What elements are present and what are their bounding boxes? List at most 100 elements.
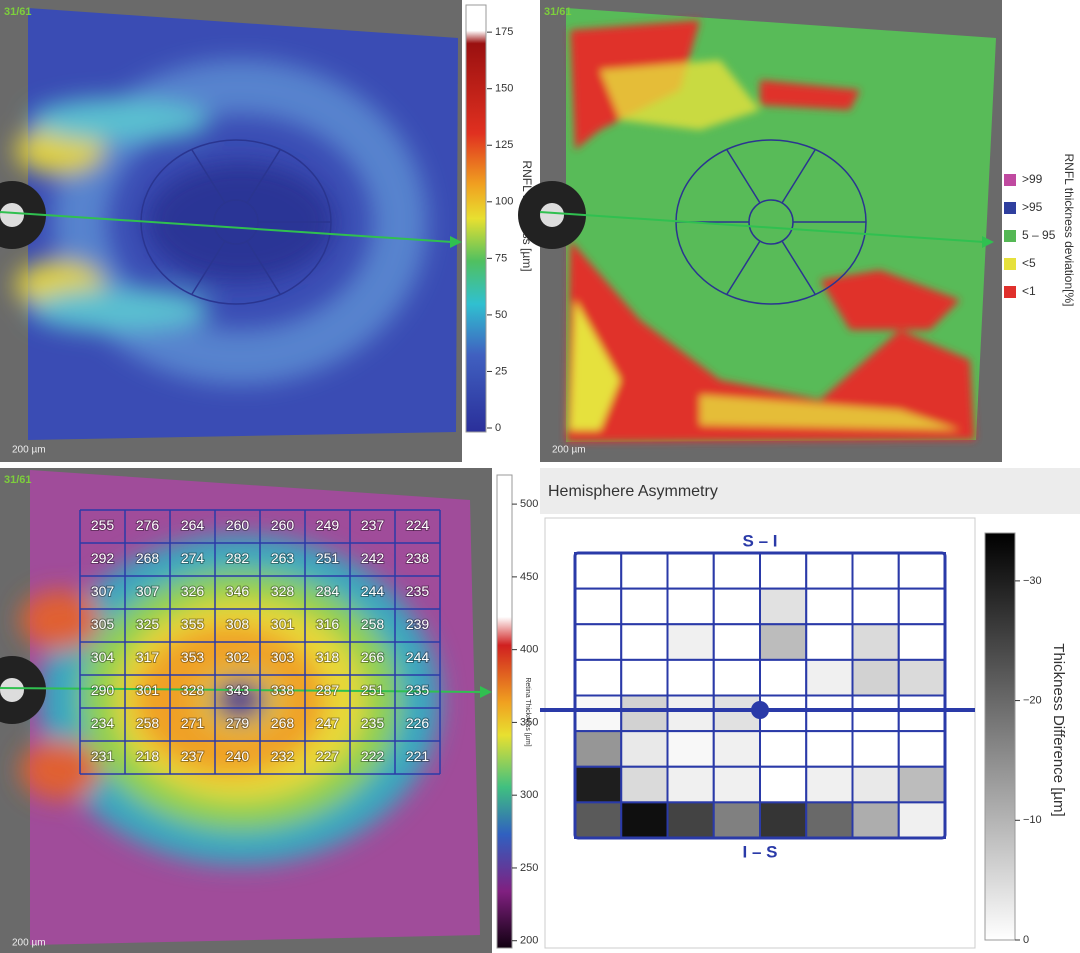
thickness-value: 263: [271, 550, 295, 566]
retina-thickness-panel: 31/61 200 µm Retina Thickness [µm]: [0, 468, 531, 953]
colorbar-tick-label: 75: [495, 252, 507, 264]
hemisphere-asymmetry-panel: Hemisphere Asymmetry S – I I – S Thickne…: [540, 468, 1080, 953]
thickness-value: 279: [226, 715, 250, 731]
thickness-value: 301: [271, 616, 295, 632]
thickness-value: 244: [361, 583, 385, 599]
optic-disc: [0, 678, 24, 702]
asymmetry-cell: [621, 696, 667, 732]
asymmetry-cell: [899, 553, 945, 589]
thickness-value: 258: [136, 715, 160, 731]
thickness-value: 292: [91, 550, 115, 566]
thickness-value: 249: [316, 517, 340, 533]
asymmetry-cell: [714, 660, 760, 696]
asymmetry-cell: [853, 660, 899, 696]
thickness-value: 274: [181, 550, 205, 566]
thickness-value: 264: [181, 517, 205, 533]
legend-swatch: [1004, 202, 1016, 214]
thickness-value: 303: [271, 649, 295, 665]
colorbar-title: Retina Thickness [µm]: [524, 677, 531, 746]
asymmetry-cell: [668, 553, 714, 589]
asymmetry-cell: [899, 802, 945, 838]
asymmetry-cell: [668, 589, 714, 625]
colorbar-tick-label: 175: [495, 26, 513, 38]
thickness-value: 266: [361, 649, 385, 665]
thickness-value: 221: [406, 748, 430, 764]
bottom-label: I – S: [743, 842, 778, 861]
thickness-value: 282: [226, 550, 250, 566]
thickness-value: 227: [316, 748, 340, 764]
asymmetry-cell: [575, 589, 621, 625]
asymmetry-cell: [760, 553, 806, 589]
asymmetry-cell: [621, 553, 667, 589]
asymmetry-cell: [714, 767, 760, 803]
thickness-value: 301: [136, 682, 160, 698]
asymmetry-cell: [806, 589, 852, 625]
scale-label: 200 µm: [12, 938, 46, 949]
asymmetry-cell: [853, 589, 899, 625]
asymmetry-cell: [806, 767, 852, 803]
legend-swatch: [1004, 258, 1016, 270]
legend-label: 5 – 95: [1022, 228, 1056, 242]
legend-swatch: [1004, 174, 1016, 186]
thickness-value: 232: [271, 748, 295, 764]
asymmetry-cell: [714, 802, 760, 838]
thickness-value: 318: [316, 649, 340, 665]
colorbar-tick-label: 200: [520, 935, 538, 947]
asymmetry-cell: [575, 624, 621, 660]
thickness-value: 240: [226, 748, 250, 764]
thickness-value: 326: [181, 583, 205, 599]
thickness-value: 235: [406, 682, 430, 698]
asymmetry-cell: [806, 660, 852, 696]
thickness-value: 242: [361, 550, 385, 566]
page: 31/61 200 µm RNFL thickness [µm] 31/61 2…: [0, 0, 1080, 953]
asymmetry-cell: [621, 589, 667, 625]
asymmetry-cell: [806, 731, 852, 767]
asymmetry-cell: [714, 731, 760, 767]
asymmetry-cell: [853, 767, 899, 803]
overlay-label: 31/61: [4, 474, 32, 486]
thickness-value: 307: [136, 583, 160, 599]
colorbar: [466, 5, 486, 432]
asymmetry-cell: [668, 660, 714, 696]
thickness-value: 235: [406, 583, 430, 599]
asymmetry-cell: [668, 624, 714, 660]
asymmetry-cell: [621, 767, 667, 803]
thickness-value: 353: [181, 649, 205, 665]
colorbar-tick-label: 500: [520, 498, 538, 510]
asymmetry-cell: [853, 731, 899, 767]
asymmetry-cell: [853, 802, 899, 838]
colorbar-tick-label: 250: [520, 862, 538, 874]
thickness-value: 238: [406, 550, 430, 566]
colorbar-tick-label: 0: [1023, 934, 1029, 946]
thickness-value: 244: [406, 649, 430, 665]
asymmetry-cell: [899, 696, 945, 732]
thickness-value: 276: [136, 517, 160, 533]
thickness-value: 343: [226, 682, 250, 698]
scale-label: 200 µm: [552, 445, 586, 456]
fovea-marker: [751, 701, 769, 719]
legend-title: RNFL thickness deviation[%]: [1062, 154, 1076, 307]
legend-label: >95: [1022, 200, 1043, 214]
legend-label: <5: [1022, 256, 1036, 270]
overlay-label: 31/61: [4, 6, 32, 18]
asymmetry-cell: [760, 624, 806, 660]
asymmetry-cell: [575, 696, 621, 732]
scale-label: 200 µm: [12, 445, 46, 456]
thickness-value: 346: [226, 583, 250, 599]
thickness-value: 308: [226, 616, 250, 632]
colorbar-tick-label: 0: [495, 422, 501, 434]
asymmetry-cell: [714, 553, 760, 589]
asymmetry-cell: [806, 624, 852, 660]
thickness-value: 307: [91, 583, 115, 599]
thickness-value: 268: [136, 550, 160, 566]
thickness-value: 237: [361, 517, 385, 533]
asymmetry-cell: [668, 696, 714, 732]
asymmetry-cell: [668, 767, 714, 803]
asymmetry-cell: [575, 553, 621, 589]
asymmetry-cell: [575, 660, 621, 696]
asymmetry-cell: [853, 696, 899, 732]
thickness-value: 231: [91, 748, 115, 764]
thickness-value: 237: [181, 748, 205, 764]
thickness-value: 234: [91, 715, 115, 731]
legend-label: >99: [1022, 172, 1043, 186]
